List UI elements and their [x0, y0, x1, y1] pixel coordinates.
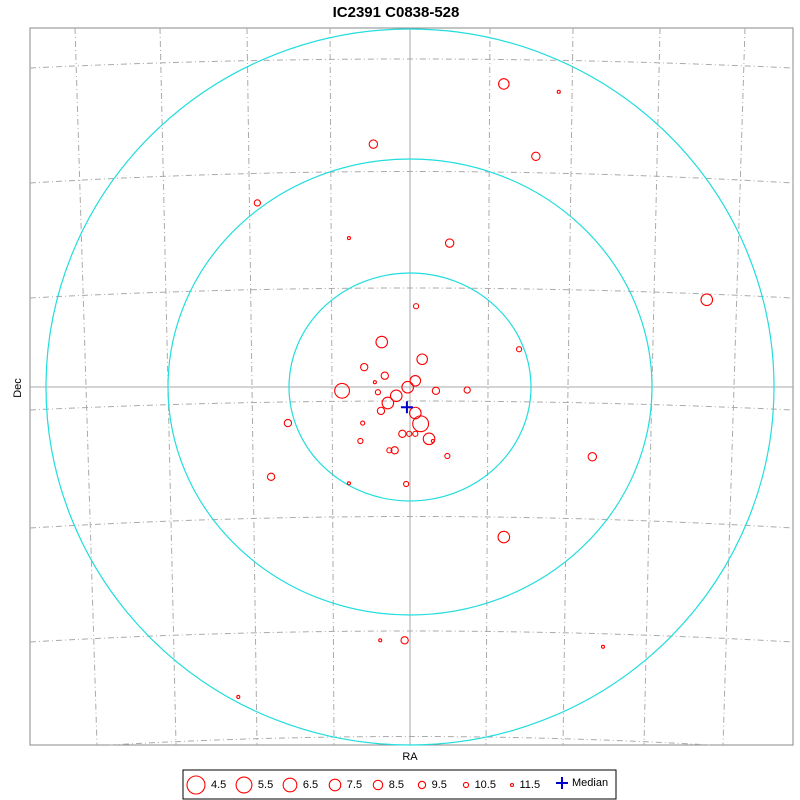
- star: [378, 638, 383, 643]
- star: [346, 481, 351, 486]
- star: [401, 380, 415, 394]
- star: [357, 437, 364, 445]
- legend-label: 6.5: [303, 779, 318, 791]
- star: [386, 447, 393, 454]
- legend-label: 9.5: [432, 779, 447, 791]
- star: [400, 636, 409, 645]
- legend-label: 5.5: [258, 779, 273, 791]
- legend-median-marker: [556, 777, 568, 789]
- star: [376, 406, 386, 416]
- star: [283, 418, 293, 428]
- star: [556, 89, 561, 94]
- radius-rings: [45, 28, 775, 746]
- legend-marker: [235, 776, 253, 794]
- star: [406, 430, 413, 437]
- legend-label: 10.5: [475, 779, 496, 791]
- legend-box: [182, 769, 617, 800]
- star: [412, 415, 430, 433]
- star: [444, 238, 455, 248]
- star: [498, 78, 510, 90]
- legend-marker: [462, 781, 470, 789]
- star: [463, 386, 471, 394]
- legend-label: 7.5: [347, 779, 362, 791]
- star: [497, 530, 511, 544]
- star: [372, 380, 377, 385]
- legend-label: Median: [572, 777, 608, 789]
- legend-marker: [186, 775, 206, 795]
- legend-marker: [282, 777, 298, 793]
- star: [360, 420, 366, 426]
- star: [334, 382, 351, 399]
- x-axis-label: RA: [402, 751, 418, 763]
- star: [444, 452, 451, 460]
- star: [368, 139, 379, 149]
- star: [375, 335, 389, 349]
- chart-title: IC2391 C0838-528: [333, 4, 460, 21]
- star: [374, 389, 382, 396]
- star: [600, 644, 606, 649]
- coordinate-grid: [29, 27, 794, 746]
- star: [236, 694, 241, 700]
- y-axis-label: Dec: [12, 378, 24, 398]
- star: [380, 371, 389, 380]
- legend-label: 8.5: [389, 779, 404, 791]
- star: [390, 446, 399, 455]
- star: [346, 236, 351, 241]
- legend-marker: [509, 782, 515, 788]
- legend-marker: [328, 778, 342, 792]
- star: [398, 429, 407, 439]
- star: [408, 406, 422, 420]
- star: [531, 151, 541, 162]
- star: [515, 346, 523, 353]
- star: [381, 396, 395, 410]
- star: [253, 199, 262, 207]
- star: [360, 362, 369, 372]
- star: [389, 389, 403, 403]
- star: [430, 438, 435, 444]
- legend-label: 11.5: [520, 779, 541, 791]
- star: [431, 386, 441, 395]
- legend-marker: [417, 780, 427, 790]
- star: [266, 472, 276, 482]
- star: [409, 374, 422, 387]
- star: [587, 452, 598, 462]
- star: [416, 353, 428, 366]
- star: [412, 303, 420, 310]
- star: [422, 432, 436, 446]
- star: [403, 480, 410, 488]
- legend-label: 4.5: [211, 779, 226, 791]
- median-marker: [400, 401, 413, 414]
- legend-marker: [372, 779, 384, 791]
- star: [412, 430, 419, 437]
- star: [700, 293, 714, 307]
